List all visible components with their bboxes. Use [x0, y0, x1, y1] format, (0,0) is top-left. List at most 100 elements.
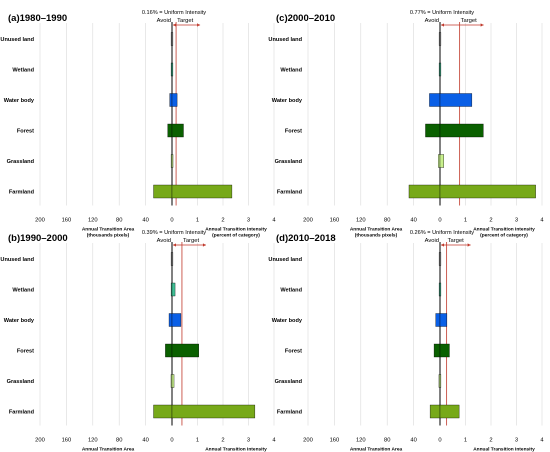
bar-intensity: [439, 343, 450, 358]
category-label: Unused land: [268, 37, 302, 43]
tick-label: 40: [410, 218, 416, 224]
category-label: Water body: [272, 98, 303, 104]
panel-title: (a)1980–1990: [8, 13, 67, 24]
tick-label: 0: [438, 218, 441, 224]
intensity-axis-title: Annual Transition Intensity: [473, 447, 535, 452]
bar-area: [167, 123, 173, 138]
tick-label: 160: [330, 218, 340, 224]
category-label: Wetland: [280, 68, 302, 74]
bar-area: [168, 313, 173, 327]
panel-title: (d)2010–2018: [276, 233, 336, 244]
tick-label: 160: [62, 218, 72, 224]
bar-area: [153, 404, 173, 419]
tick-label: 160: [62, 438, 72, 444]
category-label: Unused land: [0, 37, 34, 43]
panel-4: (d)2010–2018 0.26% = Uniform Intensity Avo…: [268, 230, 544, 452]
bar-area: [153, 184, 173, 199]
bar-intensity: [171, 93, 178, 107]
tick-label: 4: [272, 438, 276, 444]
tick-label: 3: [247, 438, 250, 444]
bar-intensity: [171, 252, 174, 266]
category-label: Farmland: [277, 190, 303, 196]
target-label: Target: [183, 238, 200, 244]
bar-intensity: [439, 154, 444, 168]
tick-label: 3: [515, 218, 518, 224]
target-arrowhead: [467, 243, 471, 247]
target-arrowhead: [197, 23, 201, 27]
category-label: Forest: [285, 349, 302, 355]
uniform-intensity-label: 0.39% = Uniform Intensity: [142, 230, 206, 236]
bar-intensity: [439, 93, 473, 107]
intensity-axis-title: Annual Transition Intensity: [205, 227, 267, 233]
category-label: Water body: [4, 98, 35, 104]
bar-area: [408, 184, 441, 199]
category-label: Grassland: [275, 159, 303, 165]
category-label: Wetland: [12, 68, 34, 74]
tick-label: 120: [356, 438, 366, 444]
bar-intensity: [171, 343, 199, 358]
category-label: Water body: [272, 318, 303, 324]
category-label: Wetland: [12, 288, 34, 294]
target-arrowhead: [480, 23, 484, 27]
tick-label: 120: [356, 218, 366, 224]
bar-intensity: [439, 252, 442, 266]
tick-label: 40: [142, 218, 148, 224]
category-label: Forest: [17, 349, 34, 355]
tick-label: 120: [88, 218, 98, 224]
target-label: Target: [461, 18, 478, 24]
tick-label: 2: [489, 218, 492, 224]
area-axis-title: Annual Transition Area: [82, 227, 135, 233]
avoid-label: Avoid: [425, 18, 439, 24]
panel-title: (c)2000–2010: [276, 13, 335, 24]
bar-intensity: [171, 154, 174, 168]
bar-intensity: [439, 184, 536, 199]
bar-intensity: [171, 374, 175, 388]
target-arrowhead: [202, 243, 206, 247]
category-label: Unused land: [0, 257, 34, 263]
category-label: Water body: [4, 318, 35, 324]
bar-area: [425, 123, 441, 138]
panel-title: (b)1990–2000: [8, 233, 68, 244]
tick-label: 160: [330, 438, 340, 444]
panel-1: (a)1980–1990 0.16% = Uniform Intensity Avo…: [0, 10, 276, 239]
intensity-axis-title: Annual Transition Intensity: [205, 447, 267, 452]
panel-2: (c)2000–2010 0.77% = Uniform Intensity Avo…: [268, 10, 544, 239]
tick-label: 0: [170, 218, 173, 224]
tick-label: 1: [196, 438, 199, 444]
bar-intensity: [171, 62, 174, 77]
target-label: Target: [448, 238, 465, 244]
bar-area: [165, 343, 173, 358]
bar-area: [429, 93, 441, 107]
bar-intensity: [171, 32, 174, 46]
category-label: Grassland: [275, 379, 303, 385]
target-label: Target: [177, 18, 194, 24]
bar-intensity: [439, 32, 442, 46]
panel-3: (b)1990–2000 0.39% = Uniform Intensity Avo…: [0, 230, 276, 452]
bar-intensity: [439, 62, 442, 77]
tick-label: 3: [515, 438, 518, 444]
bar-area: [169, 93, 173, 107]
tick-label: 200: [35, 218, 45, 224]
bar-intensity: [439, 313, 448, 327]
bar-intensity: [171, 123, 184, 138]
category-label: Forest: [17, 129, 34, 135]
bar-area: [438, 154, 441, 168]
tick-label: 200: [303, 218, 313, 224]
area-axis-unit: (thousands pixels): [87, 233, 130, 239]
avoid-arrowhead: [173, 23, 176, 27]
avoid-arrowhead: [441, 243, 444, 247]
tick-label: 80: [116, 438, 122, 444]
tick-label: 80: [384, 218, 390, 224]
tick-label: 80: [384, 438, 390, 444]
area-axis-unit: (thousands pixels): [355, 233, 398, 239]
tick-label: 1: [196, 218, 199, 224]
intensity-axis-unit: (percent of category): [480, 233, 528, 239]
uniform-intensity-label: 0.77% = Uniform Intensity: [410, 10, 474, 16]
tick-label: 120: [88, 438, 98, 444]
bar-intensity: [439, 374, 442, 388]
tick-label: 80: [116, 218, 122, 224]
tick-label: 40: [410, 438, 416, 444]
tick-label: 1: [464, 218, 467, 224]
